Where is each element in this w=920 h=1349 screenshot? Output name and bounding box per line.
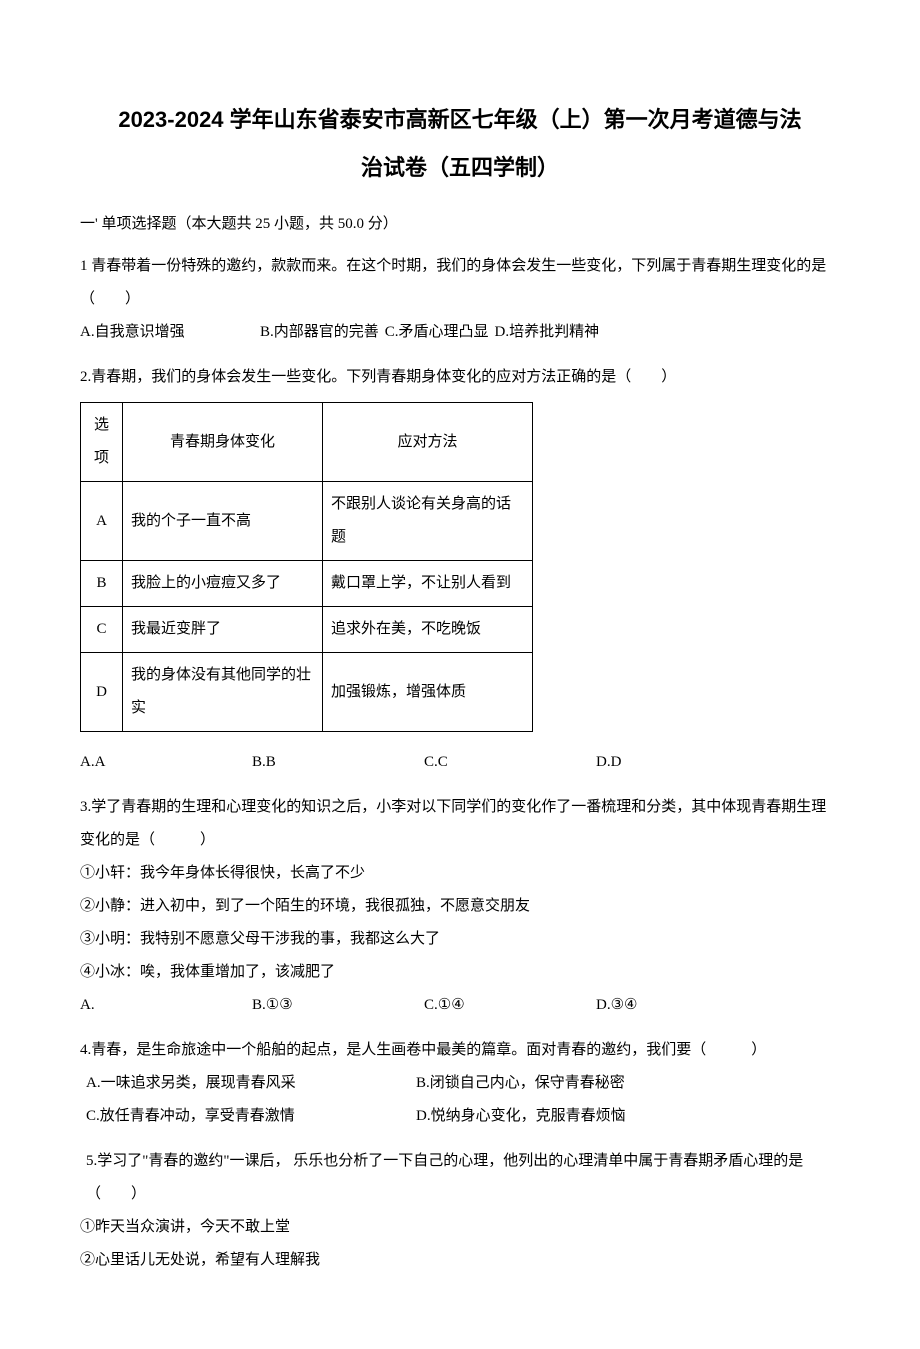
- q2-row-d-change: 我的身体没有其他同学的壮实: [123, 653, 323, 732]
- question-4: 4.青春，是生命旅途中一个船舶的起点，是人生画卷中最美的篇章。面对青春的邀约，我…: [80, 1034, 840, 1133]
- q5-item2: ②心里话儿无处说，希望有人理解我: [80, 1244, 840, 1277]
- q1-text: 1 青春带着一份特殊的邀约，款款而来。在这个时期，我们的身体会发生一些变化，下列…: [80, 250, 840, 316]
- q2-text: 2.青春期，我们的身体会发生一些变化。下列青春期身体变化的应对方法正确的是（ ）: [80, 361, 840, 394]
- q2-row-b-change: 我脸上的小痘痘又多了: [123, 561, 323, 607]
- question-5: 5.学习了"青春的邀约"一课后， 乐乐也分析了一下自己的心理，他列出的心理清单中…: [80, 1145, 840, 1277]
- q1-options: A.自我意识增强 B.内部器官的完善 C.矛盾心理凸显 D.培养批判精神: [80, 316, 840, 349]
- question-3: 3.学了青春期的生理和心理变化的知识之后，小李对以下同学们的变化作了一番梳理和分…: [80, 791, 840, 1022]
- q3-opt-c: C.①④: [424, 989, 596, 1022]
- q3-item1: ①小轩：我今年身体长得很快，长高了不少: [80, 857, 840, 890]
- q2-options: A.A B.B C.C D.D: [80, 746, 840, 779]
- q4-options: A.一味追求另类，展现青春风采 B.闭锁自己内心，保守青春秘密 C.放任青春冲动…: [80, 1067, 840, 1133]
- q4-opt-d: D.悦纳身心变化，克服青春烦恼: [410, 1100, 740, 1133]
- q2-opt-b: B.B: [252, 746, 424, 779]
- q4-opt-a: A.一味追求另类，展现青春风采: [80, 1067, 410, 1100]
- exam-title-line2: 治试卷（五四学制）: [80, 148, 840, 188]
- q2-row-d-method: 加强锻炼，增强体质: [323, 653, 533, 732]
- section1-header: 一' 单项选择题（本大题共 25 小题，共 50.0 分）: [80, 211, 840, 238]
- q2-row-b-opt: B: [81, 561, 123, 607]
- q2-th-option: 选项: [81, 403, 123, 482]
- q2-row-a-change: 我的个子一直不高: [123, 482, 323, 561]
- q2-opt-a: A.A: [80, 746, 252, 779]
- q4-opt-b: B.闭锁自己内心，保守青春秘密: [410, 1067, 740, 1100]
- q1-opt-d: D.培养批判精神: [495, 316, 600, 349]
- q5-item1: ①昨天当众演讲，今天不敢上堂: [80, 1211, 840, 1244]
- q1-opt-b: B.内部器官的完善: [260, 316, 379, 349]
- q2-table: 选项 青春期身体变化 应对方法 A 我的个子一直不高 不跟别人谈论有关身高的话题…: [80, 402, 533, 732]
- q2-row-b-method: 戴口罩上学，不让别人看到: [323, 561, 533, 607]
- q3-text: 3.学了青春期的生理和心理变化的知识之后，小李对以下同学们的变化作了一番梳理和分…: [80, 791, 840, 857]
- q3-item4: ④小冰：唉，我体重增加了，该减肥了: [80, 956, 840, 989]
- q4-opt-c: C.放任青春冲动，享受青春激情: [80, 1100, 410, 1133]
- q2-row-a-method: 不跟别人谈论有关身高的话题: [323, 482, 533, 561]
- q2-opt-d: D.D: [596, 746, 768, 779]
- question-2: 2.青春期，我们的身体会发生一些变化。下列青春期身体变化的应对方法正确的是（ ）…: [80, 361, 840, 779]
- q2-opt-c: C.C: [424, 746, 596, 779]
- q2-row-c-method: 追求外在美，不吃晚饭: [323, 607, 533, 653]
- q2-th-change: 青春期身体变化: [123, 403, 323, 482]
- q2-table-row-b: B 我脸上的小痘痘又多了 戴口罩上学，不让别人看到: [81, 561, 533, 607]
- q3-opt-d: D.③④: [596, 989, 768, 1022]
- q2-row-c-change: 我最近变胖了: [123, 607, 323, 653]
- q3-opt-b: B.①③: [252, 989, 424, 1022]
- q3-opt-a: A.: [80, 989, 252, 1022]
- q2-table-row-d: D 我的身体没有其他同学的壮实 加强锻炼，增强体质: [81, 653, 533, 732]
- q1-opt-c: C.矛盾心理凸显: [385, 316, 489, 349]
- q3-options: A. B.①③ C.①④ D.③④: [80, 989, 840, 1022]
- q1-opt-a: A.自我意识增强: [80, 316, 260, 349]
- q2-table-header-row: 选项 青春期身体变化 应对方法: [81, 403, 533, 482]
- question-1: 1 青春带着一份特殊的邀约，款款而来。在这个时期，我们的身体会发生一些变化，下列…: [80, 250, 840, 349]
- q2-table-row-a: A 我的个子一直不高 不跟别人谈论有关身高的话题: [81, 482, 533, 561]
- q3-item3: ③小明：我特别不愿意父母干涉我的事，我都这么大了: [80, 923, 840, 956]
- q4-text: 4.青春，是生命旅途中一个船舶的起点，是人生画卷中最美的篇章。面对青春的邀约，我…: [80, 1034, 840, 1067]
- exam-title-line1: 2023-2024 学年山东省泰安市高新区七年级（上）第一次月考道德与法: [80, 100, 840, 140]
- q2-row-d-opt: D: [81, 653, 123, 732]
- q2-row-a-opt: A: [81, 482, 123, 561]
- q5-text: 5.学习了"青春的邀约"一课后， 乐乐也分析了一下自己的心理，他列出的心理清单中…: [80, 1145, 840, 1211]
- q3-item2: ②小静：进入初中，到了一个陌生的环境，我很孤独，不愿意交朋友: [80, 890, 840, 923]
- q2-row-c-opt: C: [81, 607, 123, 653]
- q2-th-method: 应对方法: [323, 403, 533, 482]
- q2-table-row-c: C 我最近变胖了 追求外在美，不吃晚饭: [81, 607, 533, 653]
